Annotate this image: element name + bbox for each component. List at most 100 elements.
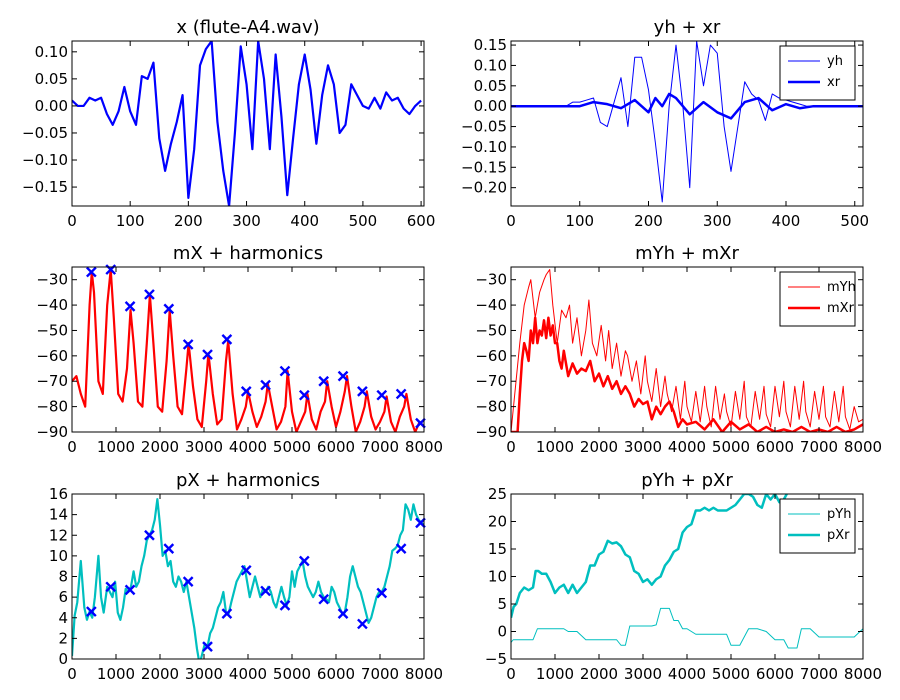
y-tick-label: −0.15	[461, 158, 507, 176]
x-tick-label: 500	[840, 212, 869, 230]
x-tick-label: 3000	[185, 665, 223, 683]
y-tick-label: −0.05	[461, 118, 507, 136]
plot-area	[72, 268, 424, 432]
harmonic-marker	[221, 608, 233, 619]
y-tick-label: 0.10	[474, 56, 507, 74]
harmonic-marker	[337, 370, 349, 382]
y-tick-label: −0.15	[22, 178, 68, 196]
harmonic-marker	[124, 300, 136, 312]
x-tick-label: 3000	[624, 665, 662, 683]
harmonic-marker	[86, 266, 97, 278]
y-tick-label: 10	[49, 547, 68, 565]
y-tick-label: 25	[488, 485, 507, 503]
x-tick-label: 2000	[141, 665, 179, 683]
x-tick-label: 7000	[800, 665, 838, 683]
harmonic-marker	[279, 600, 291, 611]
x-tick-label: 7000	[361, 438, 399, 456]
x-tick-label: 6000	[756, 665, 794, 683]
x-tick-label: 4000	[229, 438, 267, 456]
subplot-3: mX + harmonics 0 1000 2000 3000 4000 5000 6000 7…	[36, 243, 443, 456]
y-tick-label: 2	[58, 629, 68, 647]
y-tick-label: −50	[475, 321, 507, 339]
x-tick-label: 0	[506, 438, 516, 456]
harmonic-marker	[240, 386, 252, 397]
y-tick-label: 0	[497, 623, 507, 641]
harmonic-marker	[105, 581, 117, 593]
harmonic-marker	[357, 618, 368, 630]
y-tick-label: −90	[475, 423, 507, 441]
x-tick-label: 1000	[97, 438, 135, 456]
x-tick-label: 8000	[405, 665, 443, 683]
y-tick-label: 0.00	[35, 97, 68, 115]
harmonic-marker	[240, 564, 252, 576]
y-tick-label: −40	[475, 296, 507, 314]
y-tick-label: −0.10	[22, 151, 68, 169]
y-tick-label: 20	[488, 513, 507, 531]
series-line-1	[72, 498, 424, 659]
x-tick-label: 2000	[580, 665, 618, 683]
legend-box	[779, 498, 856, 554]
x-tick-label: 600	[407, 212, 436, 230]
y-tick-label: −90	[36, 423, 68, 441]
harmonic-marker	[415, 517, 426, 529]
subplot-title: pYh + pXr	[641, 470, 733, 491]
subplot-title: mYh + mXr	[635, 243, 739, 264]
y-tick-label: −0.20	[461, 179, 507, 197]
y-tick-label: 0.00	[474, 97, 507, 115]
x-tick-label: 1000	[536, 665, 574, 683]
x-tick-label: 8000	[405, 438, 443, 456]
y-tick-label: −40	[36, 296, 68, 314]
x-tick-label: 400	[772, 212, 801, 230]
x-tick-label: 0	[67, 438, 77, 456]
x-tick-label: 0	[506, 212, 516, 230]
y-tick-label: 4	[58, 609, 68, 627]
x-tick-label: 8000	[844, 665, 882, 683]
x-tick-label: 2000	[580, 438, 618, 456]
legend: pYh pXr	[779, 498, 856, 554]
series-line-pYh	[511, 607, 863, 649]
x-tick-label: 7000	[800, 438, 838, 456]
plot-area	[72, 41, 422, 206]
plot-area	[511, 269, 863, 432]
x-tick-label: 0	[67, 665, 77, 683]
subplot-title: yh + xr	[654, 17, 721, 38]
series-line-xr	[511, 92, 863, 120]
harmonic-marker	[298, 389, 310, 401]
x-tick-label: 300	[232, 212, 261, 230]
y-tick-label: 5	[497, 595, 507, 613]
legend-label: pXr	[827, 528, 850, 543]
x-tick-label: 300	[703, 212, 732, 230]
harmonic-marker	[376, 587, 388, 599]
legend-label: yh	[827, 54, 843, 69]
x-tick-label: 500	[349, 212, 378, 230]
y-tick-label: 14	[49, 506, 68, 524]
harmonic-marker	[260, 585, 271, 597]
y-tick-label: 0	[58, 650, 68, 668]
y-tick-label: 0.05	[35, 70, 68, 88]
plot-area	[511, 41, 863, 203]
harmonic-marker	[318, 593, 330, 605]
legend: yh xr	[779, 45, 856, 101]
x-tick-label: 3000	[185, 438, 223, 456]
axes-frame	[71, 266, 425, 433]
harmonic-marker	[202, 349, 213, 360]
harmonic-marker	[182, 339, 194, 350]
y-tick-label: −30	[36, 271, 68, 289]
x-tick-label: 0	[506, 665, 516, 683]
harmonic-marker	[395, 388, 407, 400]
harmonic-marker	[124, 584, 136, 596]
harmonic-marker	[144, 529, 155, 541]
harmonic-marker	[163, 543, 175, 555]
x-tick-label: 6000	[317, 665, 355, 683]
x-tick-label: 200	[634, 212, 663, 230]
x-tick-label: 6000	[756, 438, 794, 456]
legend: mYh mXr	[779, 271, 856, 327]
y-tick-label: 10	[488, 568, 507, 586]
x-tick-label: 4000	[229, 665, 267, 683]
subplot-4: mYh + mXr 0 1000 2000 3000 4000 5000 6000 7000 80…	[475, 243, 882, 456]
x-tick-label: 2000	[141, 438, 179, 456]
y-tick-label: −30	[475, 271, 507, 289]
x-tick-label: 4000	[668, 665, 706, 683]
x-tick-label: 5000	[712, 665, 750, 683]
y-tick-label: −70	[475, 372, 507, 390]
